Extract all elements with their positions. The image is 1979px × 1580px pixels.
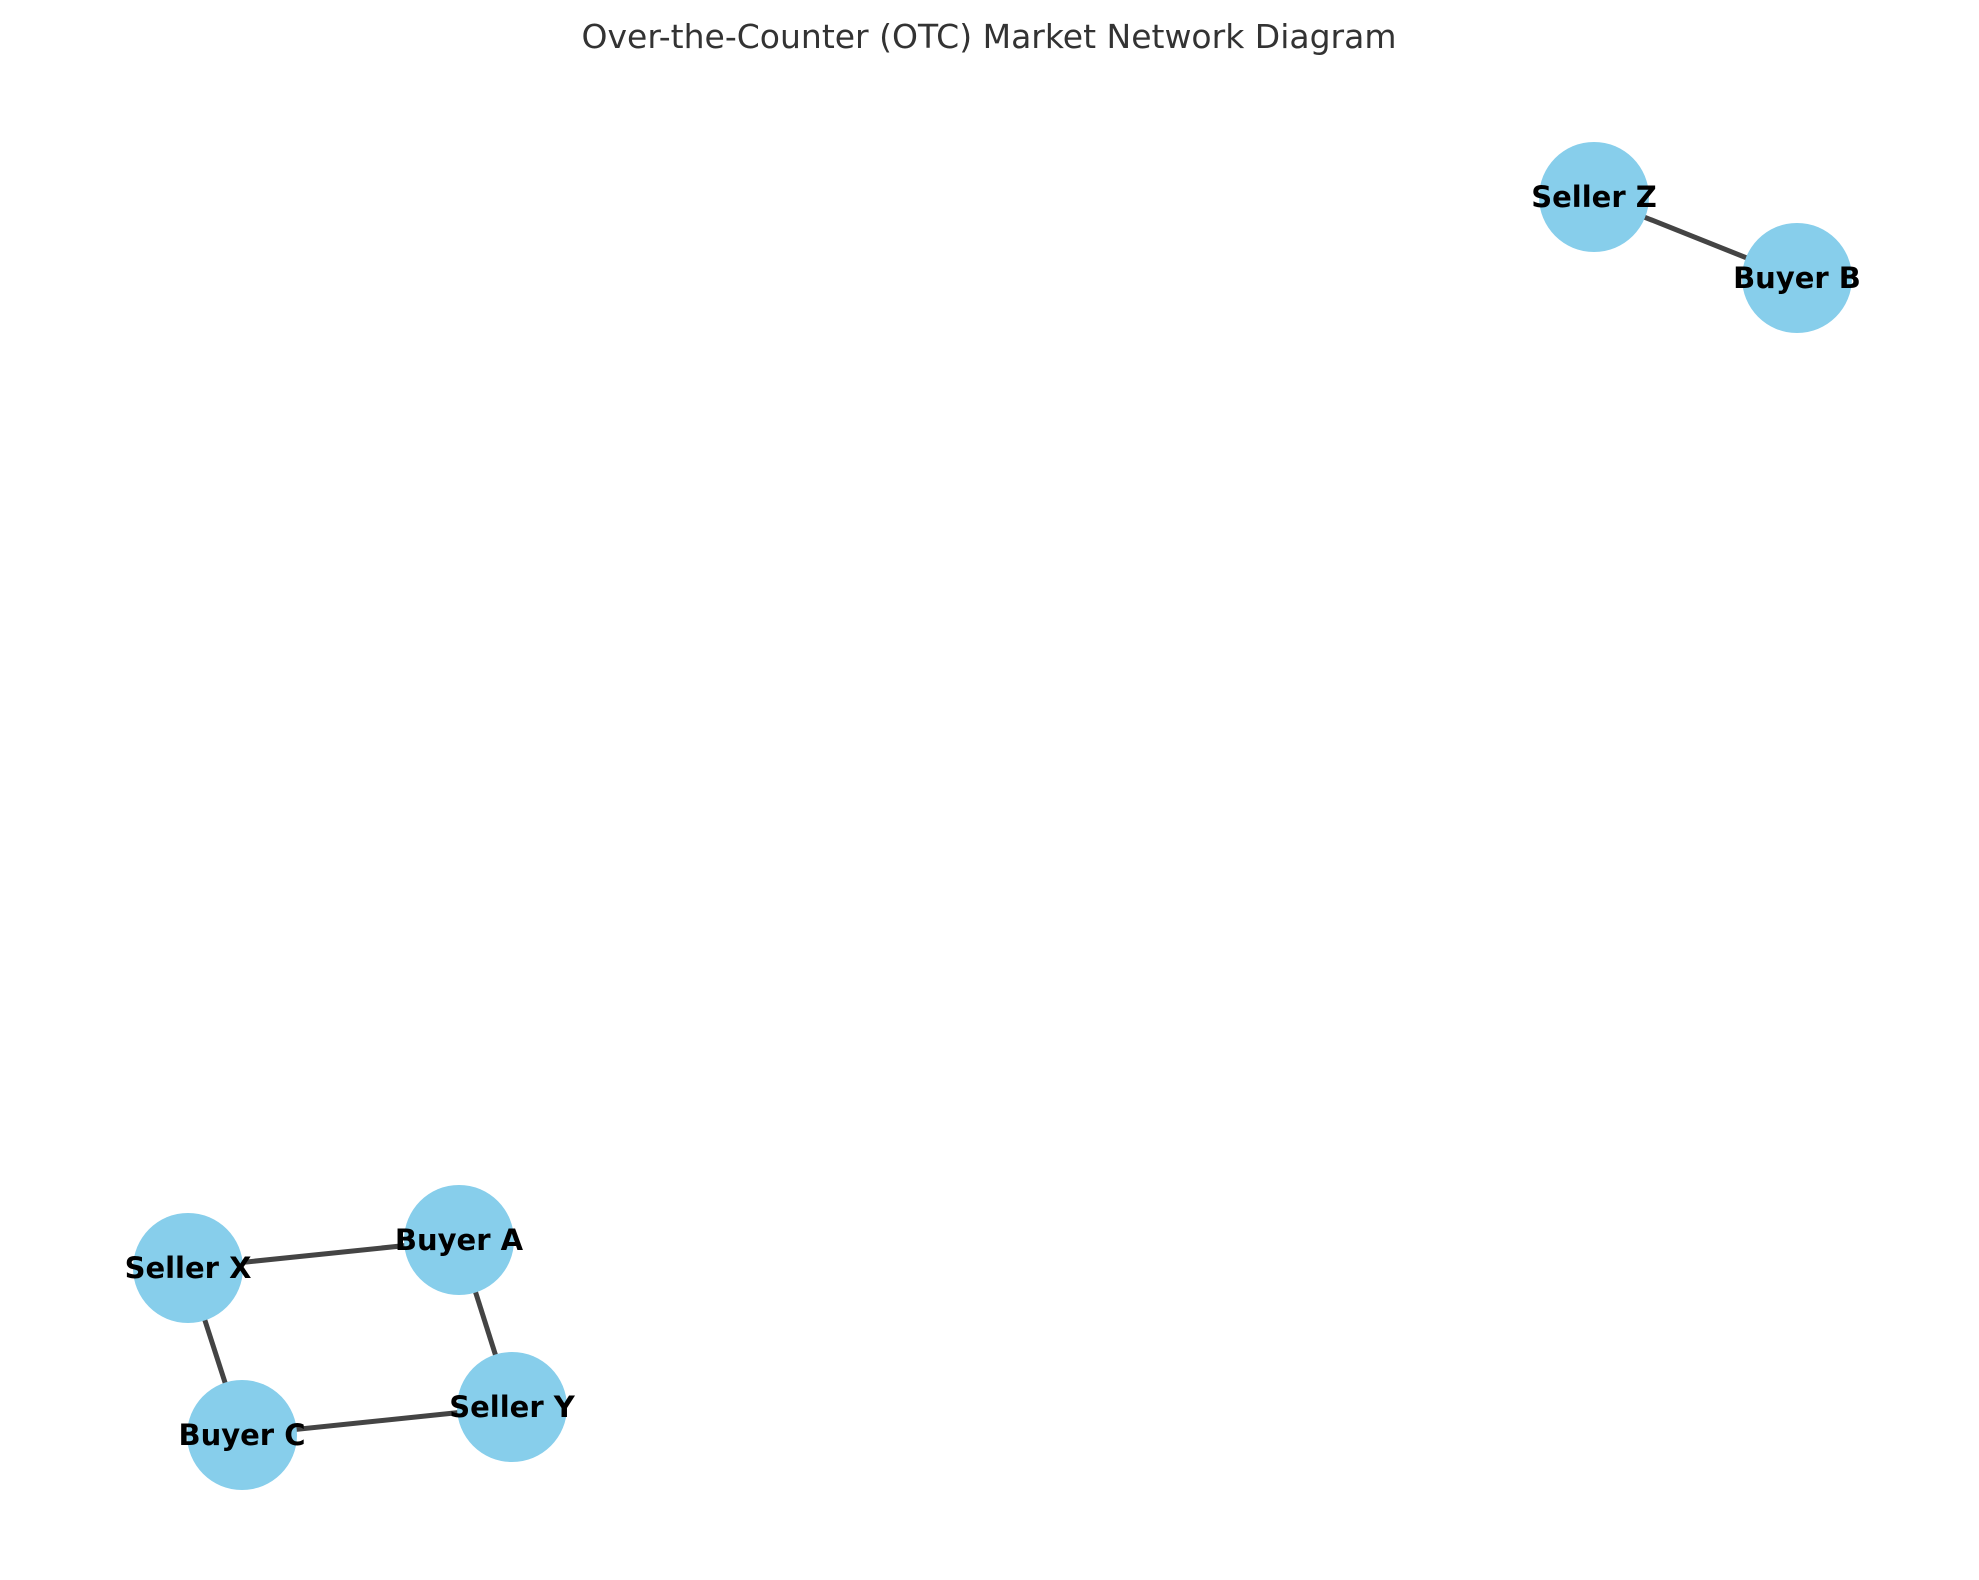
node-seller-x: Seller X [125, 1213, 252, 1323]
node-circle-seller-y [457, 1352, 567, 1462]
node-buyer-b: Buyer B [1733, 223, 1861, 333]
diagram-title: Over-the-Counter (OTC) Market Network Di… [582, 17, 1397, 56]
node-circle-buyer-a [404, 1185, 514, 1295]
node-circle-seller-x [133, 1213, 243, 1323]
node-label-buyer-c: Buyer C [178, 1418, 305, 1452]
node-buyer-a: Buyer A [395, 1185, 524, 1295]
node-label-seller-x: Seller X [125, 1251, 252, 1285]
node-seller-z: Seller Z [1531, 142, 1657, 252]
node-buyer-c: Buyer C [178, 1380, 306, 1490]
node-label-seller-y: Seller Y [449, 1390, 576, 1424]
node-circle-seller-z [1539, 142, 1649, 252]
node-seller-y: Seller Y [449, 1352, 576, 1462]
node-label-seller-z: Seller Z [1531, 180, 1657, 214]
node-circle-buyer-c [187, 1380, 297, 1490]
node-circle-buyer-b [1742, 223, 1852, 333]
node-label-buyer-b: Buyer B [1733, 261, 1861, 295]
node-label-buyer-a: Buyer A [395, 1223, 524, 1257]
nodes-layer: Seller Z Buyer B Seller X Buyer A Buyer C Sel… [125, 142, 1861, 1490]
